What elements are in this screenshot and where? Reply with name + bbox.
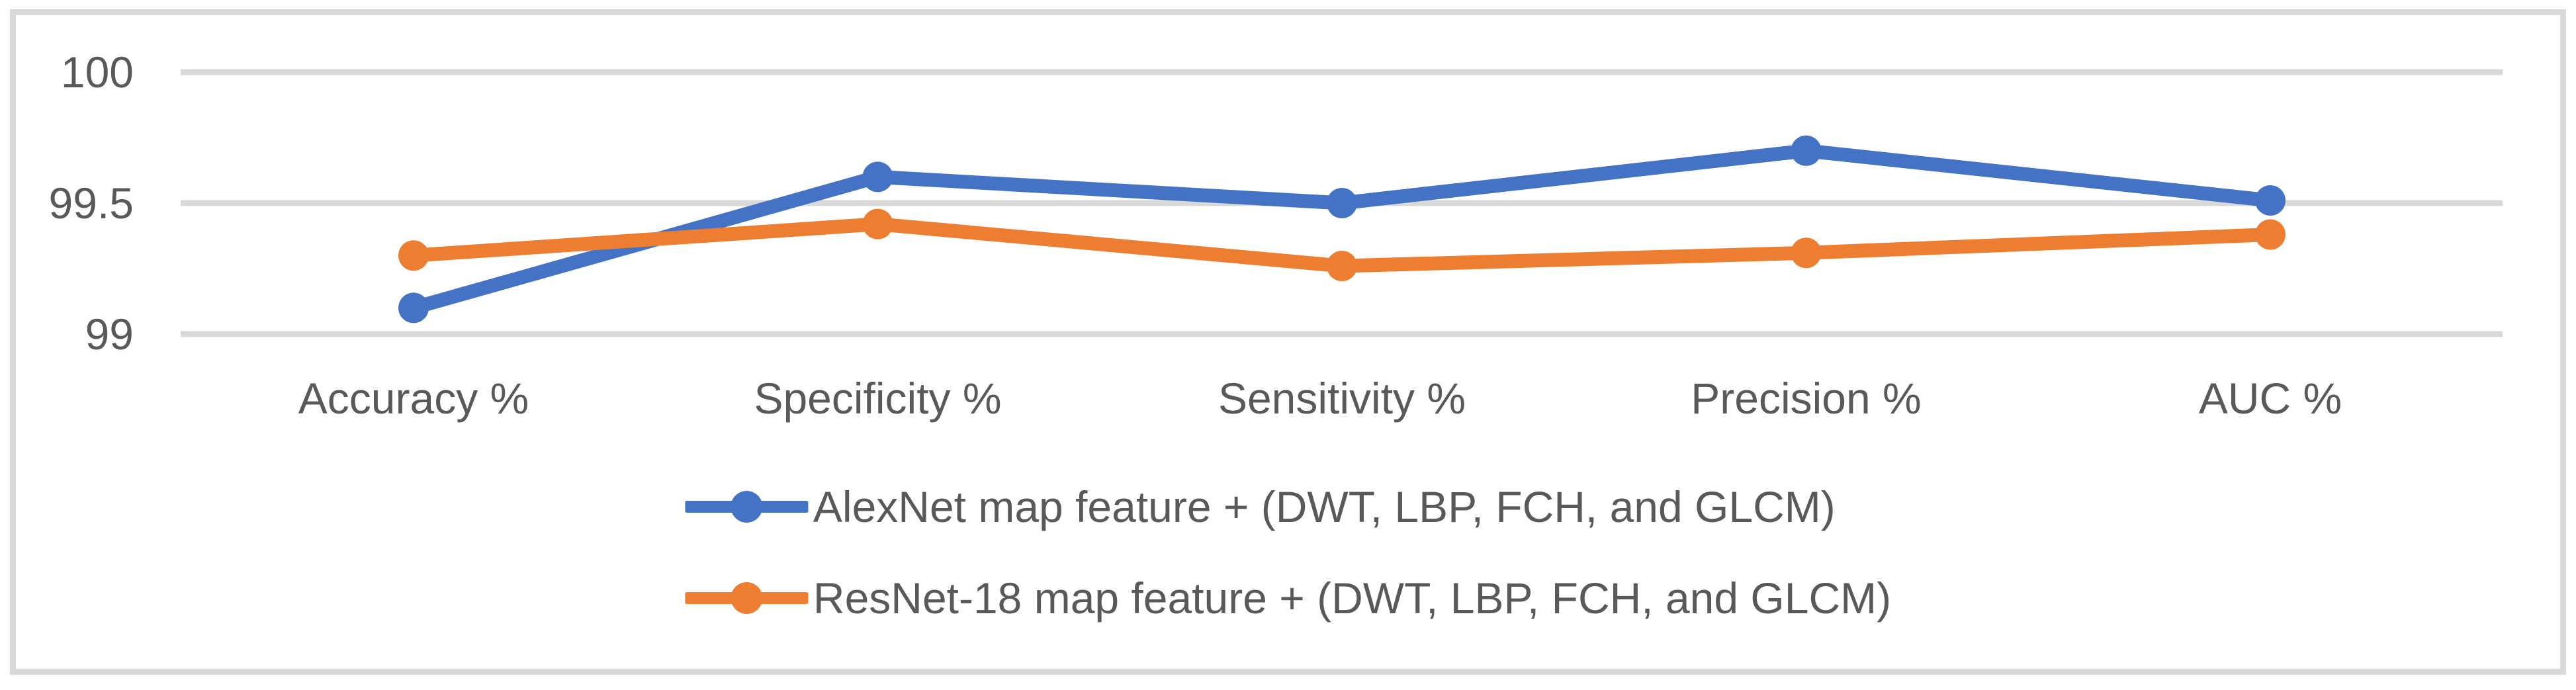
data-point-marker — [2255, 219, 2286, 250]
data-point-marker — [1327, 188, 1357, 218]
chart-border — [10, 9, 2566, 675]
data-point-marker — [1791, 237, 1822, 269]
data-point-marker — [1327, 251, 1357, 282]
data-point-marker — [862, 161, 893, 193]
legend-marker-line-icon — [684, 582, 808, 614]
x-category-label: Sensitivity % — [1218, 374, 1466, 423]
chart-legend: AlexNet map feature + (DWT, LBP, FCH, an… — [684, 482, 1892, 623]
series-line-0 — [406, 144, 2278, 315]
y-tick-label: 100 — [61, 48, 134, 97]
legend-item-resnet18: ResNet-18 map feature + (DWT, LBP, FCH, … — [684, 574, 1892, 623]
data-point-marker — [2255, 185, 2286, 216]
legend-label-resnet18: ResNet-18 map feature + (DWT, LBP, FCH, … — [813, 574, 1892, 623]
x-category-label: Specificity % — [754, 374, 1001, 423]
y-tick-label: 99 — [85, 310, 134, 359]
x-category-label: Accuracy % — [298, 374, 529, 423]
data-point-marker — [1791, 135, 1822, 166]
data-point-marker — [862, 208, 893, 239]
x-category-label: Precision % — [1691, 374, 1921, 423]
legend-marker-line-icon — [684, 491, 808, 523]
data-point-marker — [398, 240, 429, 271]
x-category-label: AUC % — [2199, 374, 2342, 423]
y-tick-label: 99.5 — [49, 179, 134, 228]
legend-item-alexnet: AlexNet map feature + (DWT, LBP, FCH, an… — [684, 482, 1836, 531]
data-point-marker — [398, 292, 429, 323]
legend-label-alexnet: AlexNet map feature + (DWT, LBP, FCH, an… — [813, 482, 1836, 531]
